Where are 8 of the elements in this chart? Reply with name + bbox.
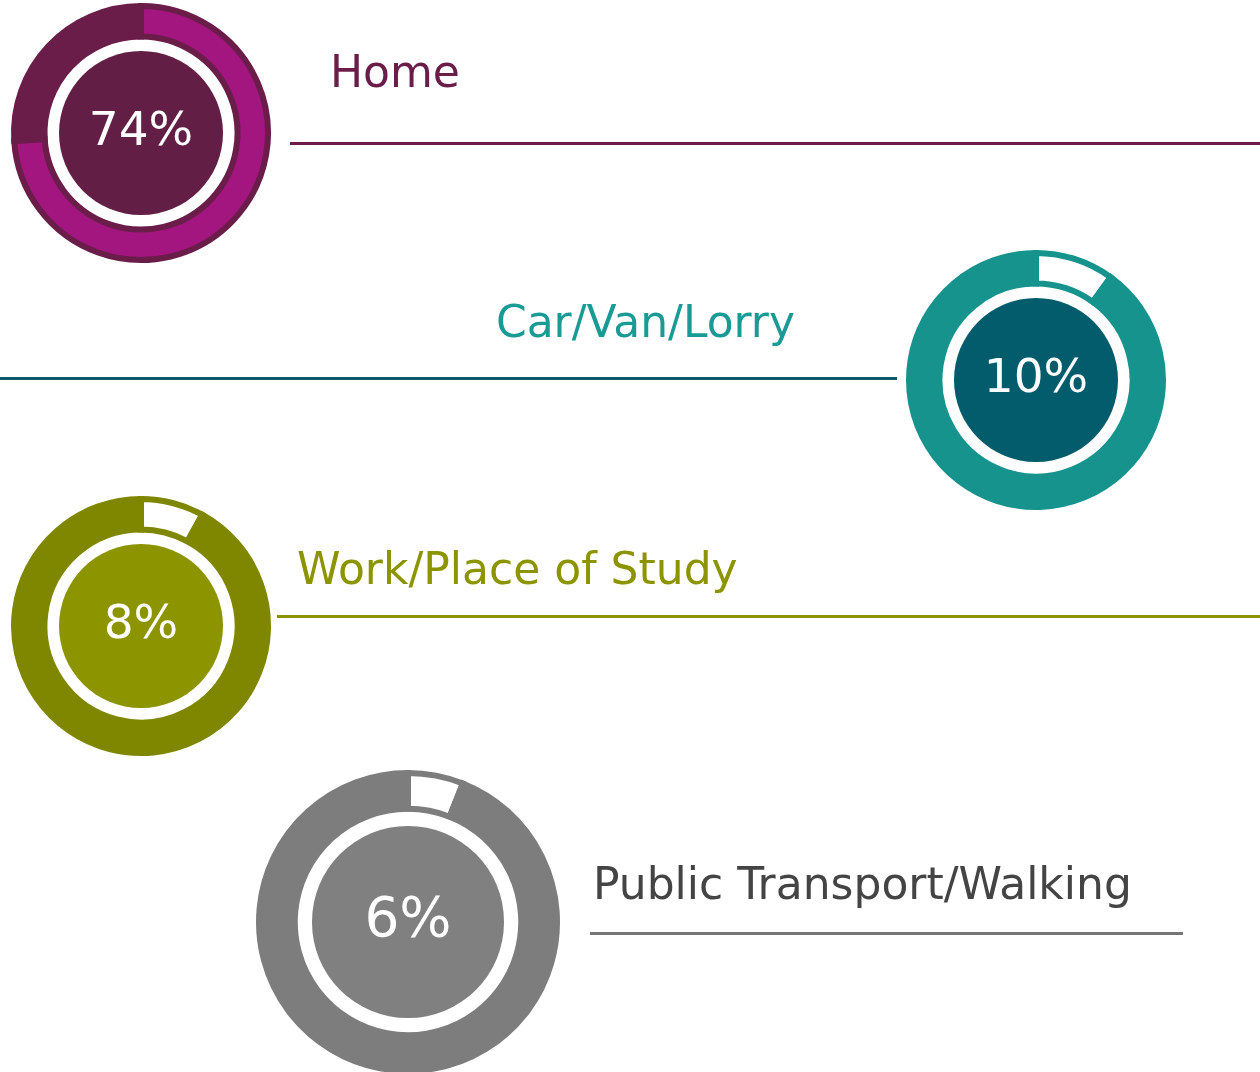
text: Work/Place of Study: [297, 543, 738, 594]
text: Public Transport/Walking: [593, 858, 1132, 909]
data-label: 6%: [364, 885, 452, 950]
data-label: 8%: [103, 594, 179, 650]
data-label: 74%: [88, 101, 194, 157]
text: Home: [330, 46, 460, 97]
text: Car/Van/Lorry: [495, 296, 795, 347]
data-label: 10%: [983, 348, 1089, 404]
